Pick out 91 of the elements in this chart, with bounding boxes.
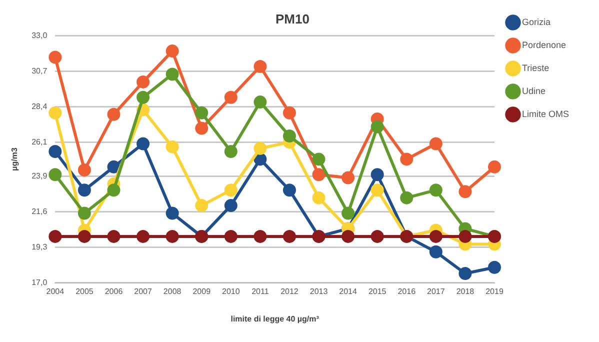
point [282, 130, 296, 143]
point [48, 230, 62, 243]
point [48, 168, 62, 182]
x-tick-label: 2007 [134, 286, 152, 296]
point [254, 230, 267, 243]
point [458, 230, 472, 243]
point [224, 199, 238, 212]
point [370, 120, 384, 134]
point [312, 168, 326, 182]
x-tick-label: 2005 [76, 286, 94, 296]
y-tick-label: 26,1 [32, 137, 48, 146]
point [282, 230, 296, 243]
x-tick-label: 2015 [368, 286, 387, 296]
point [342, 171, 355, 184]
x-tick-label: 2014 [339, 286, 358, 296]
point [429, 245, 442, 258]
legend-label: Gorizia [522, 16, 551, 27]
point [136, 90, 150, 104]
point [224, 230, 238, 243]
point [107, 184, 120, 197]
x-tick-label: 2009 [192, 286, 212, 296]
point [282, 106, 296, 120]
point [458, 185, 472, 198]
x-tick-label: 2018 [456, 286, 475, 296]
point [136, 137, 150, 150]
legend-label: Udine [522, 86, 546, 96]
point [136, 230, 150, 243]
point [107, 160, 120, 174]
x-tick-label: 2004 [46, 286, 65, 296]
point [166, 68, 179, 81]
point [342, 230, 355, 243]
point [78, 230, 91, 243]
point [488, 260, 501, 274]
legend-label: Pordenone [522, 40, 566, 50]
x-tick-label: 2008 [163, 286, 182, 296]
point [166, 140, 179, 154]
point [48, 50, 62, 64]
point [488, 160, 501, 174]
y-tick-label: 23,9 [32, 171, 48, 180]
point [458, 267, 472, 280]
point [282, 184, 296, 197]
point [107, 108, 120, 121]
y-tick-label: 21,6 [32, 206, 48, 216]
x-axis-title: limite di legge 40 µg/m³ [230, 314, 320, 324]
point [166, 206, 179, 220]
legend-label: Trieste [522, 62, 550, 73]
y-axis-title: µg/m3 [10, 147, 20, 171]
x-tick-label: 2012 [280, 286, 299, 296]
point [195, 106, 208, 120]
y-tick-label: 33,0 [32, 30, 48, 40]
point [429, 137, 442, 150]
point [78, 164, 91, 177]
x-tick-label: 2006 [104, 286, 124, 296]
point [429, 230, 442, 243]
y-tick-label: 19,3 [32, 242, 48, 252]
point [78, 206, 91, 220]
point [254, 60, 267, 73]
point [429, 184, 442, 197]
point [78, 184, 91, 197]
point [166, 44, 179, 58]
point [136, 75, 150, 88]
point [370, 184, 384, 197]
y-tick-label: 17,0 [32, 278, 48, 288]
x-tick-label: 2013 [310, 286, 328, 296]
y-tick-label: 30,7 [32, 66, 48, 76]
y-tick-label: 28,4 [32, 102, 48, 111]
point [342, 206, 355, 220]
x-tick-label: 2011 [252, 286, 270, 296]
point [224, 144, 238, 158]
x-tick-label: 2019 [486, 286, 504, 296]
point [107, 230, 120, 243]
point [195, 122, 208, 135]
point [312, 152, 326, 166]
point [254, 142, 267, 155]
point [224, 90, 238, 104]
point [195, 199, 208, 212]
chart-title: PM10 [276, 11, 310, 26]
point [400, 191, 414, 204]
point [370, 230, 384, 243]
point [312, 191, 326, 204]
x-tick-label: 2017 [427, 286, 446, 296]
x-tick-label: 2016 [398, 286, 416, 296]
point [48, 144, 62, 158]
point [48, 106, 62, 120]
x-tick-label: 2010 [222, 286, 240, 296]
point [370, 168, 384, 182]
point [400, 152, 414, 166]
point [224, 184, 238, 197]
legend-label: Limite OMS [522, 108, 570, 119]
point [254, 96, 267, 109]
point [166, 230, 179, 243]
